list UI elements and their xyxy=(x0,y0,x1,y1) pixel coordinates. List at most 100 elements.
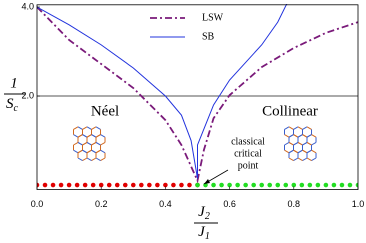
marker xyxy=(339,182,345,188)
lattice-bond xyxy=(297,134,303,138)
phase-label: Néel xyxy=(91,103,119,119)
marker xyxy=(331,182,337,188)
lattice-bond xyxy=(77,141,83,146)
lattice-bond xyxy=(82,149,88,154)
marker xyxy=(114,182,120,188)
marker xyxy=(171,182,176,188)
lattice-bond xyxy=(297,157,303,162)
lattice-bond xyxy=(311,149,317,154)
lattice-bond xyxy=(91,141,97,146)
lattice-bond xyxy=(100,141,106,146)
lattice-bond xyxy=(91,126,97,130)
lattice-icons xyxy=(72,126,317,162)
lattice-bond xyxy=(302,126,308,130)
lattice-bond xyxy=(100,149,106,154)
lattice-bond xyxy=(306,157,312,162)
x-label-numerator: J xyxy=(198,204,206,220)
lattice-bond xyxy=(91,134,97,138)
marker xyxy=(163,182,168,188)
x-label: J1 xyxy=(198,224,210,242)
lattice-bond xyxy=(297,141,303,146)
x-label: J2 xyxy=(198,204,210,222)
marker xyxy=(90,182,96,188)
lattice-bond xyxy=(77,157,83,162)
marker xyxy=(315,182,321,188)
marker xyxy=(195,182,200,188)
lattice-bond xyxy=(91,157,97,162)
lattice-bond xyxy=(73,149,79,154)
x-tick-label: 0.4 xyxy=(159,199,172,209)
lattice-bond xyxy=(288,126,294,130)
marker xyxy=(37,182,40,188)
lattice-bond xyxy=(311,157,317,162)
lattice-bond xyxy=(311,141,317,146)
lattice-bond xyxy=(302,149,308,154)
lattice-bond xyxy=(100,157,106,162)
x-label-subscript: 2 xyxy=(205,211,210,222)
marker xyxy=(139,182,144,188)
lattice-bond xyxy=(293,149,299,154)
lattice-bond xyxy=(297,126,303,130)
lattice-bond xyxy=(77,149,83,154)
x-tick-label: 0.0 xyxy=(31,199,44,209)
marker xyxy=(66,182,72,188)
lattice-bond xyxy=(288,157,294,162)
lattice-bond xyxy=(297,149,303,154)
y-label: Sc xyxy=(6,96,19,114)
lattice-bond xyxy=(86,141,92,146)
marker xyxy=(187,182,192,188)
plot-area xyxy=(37,4,358,188)
annotation: classical xyxy=(231,136,265,147)
marker xyxy=(259,182,265,188)
marker xyxy=(243,182,248,188)
marker xyxy=(299,182,305,188)
annotation: point xyxy=(238,160,259,171)
x-tick-label: 0.2 xyxy=(95,199,108,209)
lattice-bond xyxy=(73,141,79,146)
lattice-bond xyxy=(82,126,88,130)
y-label: 1 xyxy=(10,75,18,91)
lattice-bond xyxy=(293,134,299,138)
lattice-bond xyxy=(86,126,92,130)
lattice-bond xyxy=(293,157,299,162)
lattice-bond xyxy=(306,141,312,146)
lattice-bond xyxy=(100,134,106,138)
lattice-bond xyxy=(95,126,101,130)
lattice-bond xyxy=(77,126,83,130)
lattice-bond xyxy=(73,126,79,130)
frame xyxy=(36,4,359,190)
x-label-subscript: 1 xyxy=(205,231,210,242)
lattice-bond xyxy=(95,141,101,146)
marker xyxy=(347,182,353,188)
marker xyxy=(147,182,152,188)
lattice-bond xyxy=(306,134,312,138)
lattice-bond xyxy=(284,149,290,154)
lattice-bond xyxy=(302,157,308,162)
lattice-bond xyxy=(302,141,308,146)
marker xyxy=(227,182,232,188)
marker xyxy=(179,182,184,188)
lattice-bond xyxy=(95,157,101,162)
marker xyxy=(155,182,160,188)
series-line xyxy=(37,4,288,179)
lattice-bond xyxy=(86,157,92,162)
marker xyxy=(355,182,358,188)
marker xyxy=(219,182,224,188)
marker xyxy=(58,182,64,188)
x-label-denominator: J xyxy=(198,224,206,240)
arrow-head xyxy=(204,179,210,184)
lattice-bond xyxy=(82,134,88,138)
annotation: critical xyxy=(234,148,262,159)
marker xyxy=(74,182,80,188)
legend-label: LSW xyxy=(202,12,224,23)
marker xyxy=(122,182,128,188)
marker xyxy=(235,182,240,188)
legend-label: SB xyxy=(202,31,215,42)
x-tick-label: 0.6 xyxy=(223,199,236,209)
series-line xyxy=(37,6,358,184)
lattice-bond xyxy=(306,149,312,154)
y-label-subscript: c xyxy=(14,103,19,114)
lattice-bond xyxy=(288,141,294,146)
lattice-bond xyxy=(95,134,101,138)
